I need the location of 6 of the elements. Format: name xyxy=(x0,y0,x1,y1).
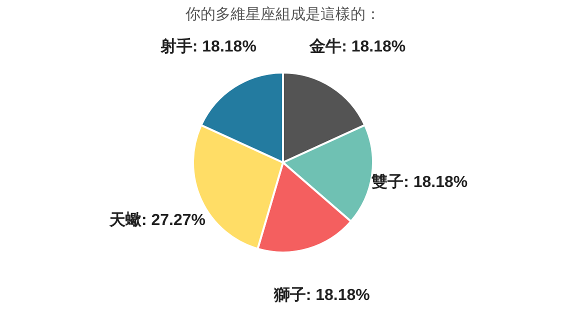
slice-label: 獅子: 18.18% xyxy=(272,286,370,304)
slice-label: 金牛: 18.18% xyxy=(308,37,406,56)
slice-label: 雙子: 18.18% xyxy=(370,173,468,192)
slice-label: 射手: 18.18% xyxy=(159,37,256,56)
chart-title: 你的多維星座組成是這樣的： xyxy=(184,6,380,23)
slice-label: 天蠍: 27.27% xyxy=(108,210,206,229)
